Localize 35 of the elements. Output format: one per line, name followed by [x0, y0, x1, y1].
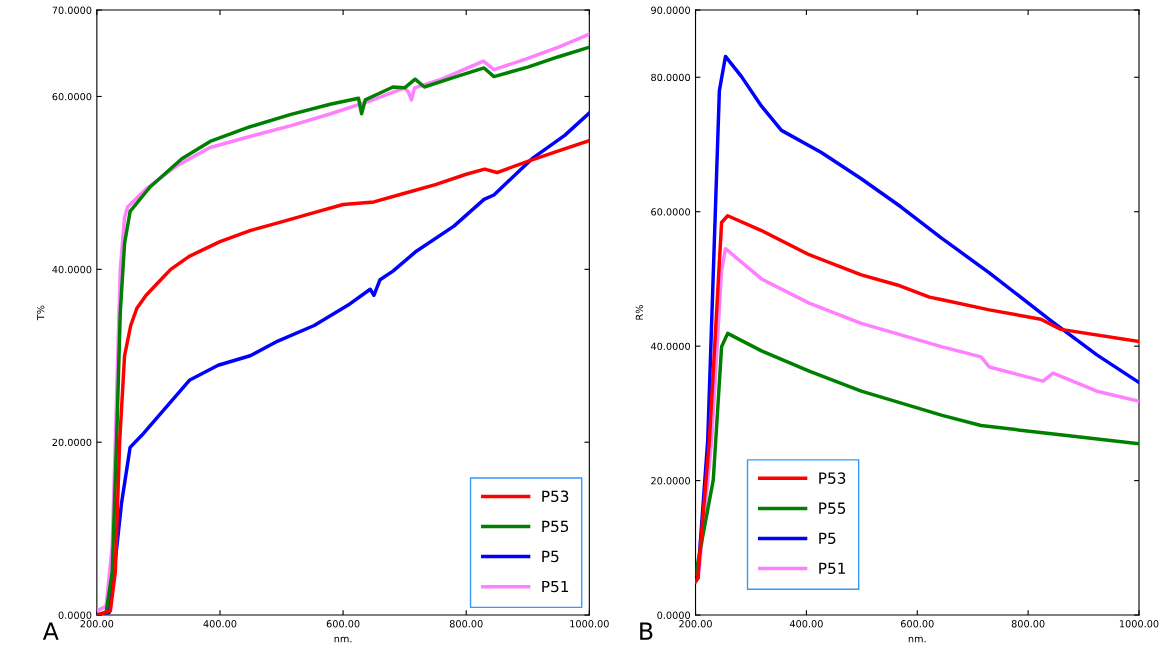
y-axis-title: R% — [635, 305, 644, 320]
y-tick-label: 0.0000 — [657, 611, 691, 619]
x-tick-label: 600.00 — [900, 620, 934, 628]
x-tick-label: 1000.00 — [1119, 620, 1159, 628]
y-tick-label: 60.0000 — [651, 208, 691, 216]
y-tick-label: 80.0000 — [651, 73, 691, 82]
y-axis-title: T% — [37, 305, 45, 321]
y-tick-label: 0.0000 — [58, 611, 92, 619]
y-tick-label: 60.0000 — [52, 92, 92, 101]
x-axis-title: nm. — [908, 636, 926, 643]
legend-label: P5 — [819, 532, 836, 545]
text: B — [640, 622, 653, 640]
text: A — [42, 622, 59, 640]
x-tick-label: 200.00 — [80, 620, 114, 628]
x-tick-label: 200.00 — [679, 620, 712, 628]
x-tick-label: 400.00 — [203, 620, 237, 628]
legend-label: P51 — [542, 580, 569, 593]
legend-label: P5 — [542, 550, 559, 563]
y-tick-label: 20.0000 — [651, 477, 691, 485]
y-tick-label: 40.0000 — [52, 265, 92, 274]
y-tick-label: 40.0000 — [650, 342, 691, 350]
x-tick-label: 800.00 — [449, 620, 483, 628]
legend-label: P53 — [542, 490, 569, 503]
legend-label: P51 — [819, 562, 846, 575]
x-axis-title: nm. — [334, 636, 352, 643]
legend-label: P55 — [819, 502, 846, 514]
y-tick-label: 90.0000 — [651, 6, 691, 14]
y-tick-label: 70.0000 — [52, 6, 92, 14]
x-tick-label: 400.00 — [789, 620, 823, 628]
x-tick-label: 1000.00 — [570, 620, 609, 628]
x-tick-label: 800.00 — [1011, 620, 1045, 628]
x-tick-label: 600.00 — [326, 620, 360, 628]
legend-label: P55 — [542, 520, 569, 533]
y-tick-label: 20.0000 — [52, 438, 92, 447]
legend-label: P53 — [819, 472, 846, 484]
